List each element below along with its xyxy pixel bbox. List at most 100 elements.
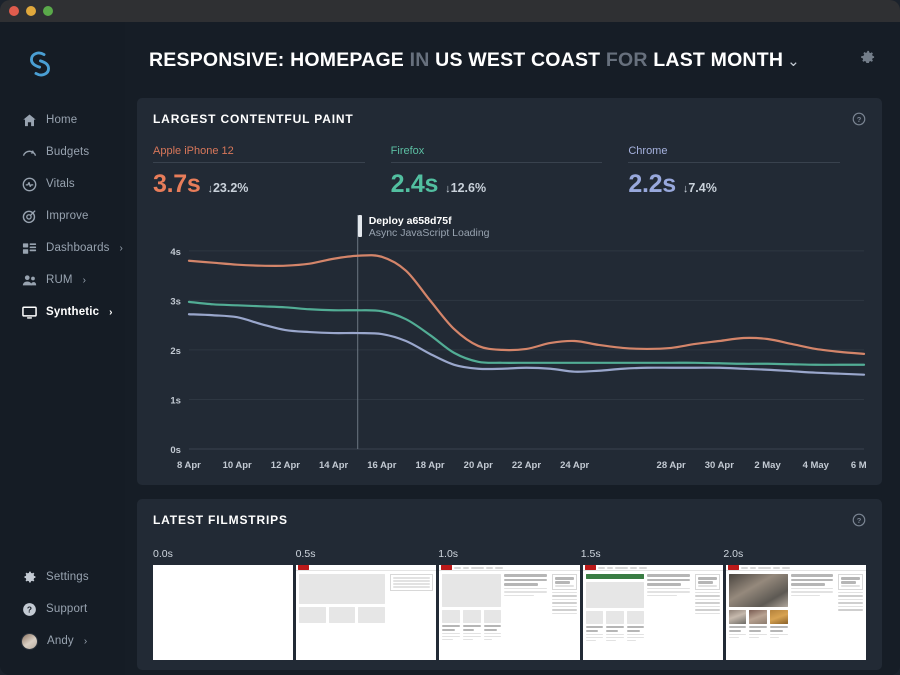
filmstrip-frame[interactable] xyxy=(582,565,723,660)
page-title-period[interactable]: LAST MONTH xyxy=(653,48,784,71)
mock-text-line xyxy=(749,636,760,638)
sidebar-item-dashboards[interactable]: Dashboards › xyxy=(0,232,125,264)
mock-lead-story-column xyxy=(790,574,833,638)
filmstrip-frame[interactable] xyxy=(153,565,294,660)
deploy-annotation[interactable]: Deploy a658d75f Async JavaScript Loading xyxy=(357,215,490,240)
mock-sidebar-column xyxy=(550,574,577,640)
sidebar-item-home[interactable]: Home xyxy=(0,104,125,136)
sidebar-item-synthetic[interactable]: Synthetic › xyxy=(0,296,125,328)
filmstrips-help-button[interactable]: ? xyxy=(852,513,866,532)
mock-headline xyxy=(442,628,455,631)
sidebar-item-rum[interactable]: RUM › xyxy=(0,264,125,296)
mock-text-line xyxy=(626,636,645,638)
mock-headline xyxy=(442,624,460,627)
mock-text-line xyxy=(626,633,645,635)
mock-card-image xyxy=(462,610,481,623)
filmstrips-card-header: LATEST FILMSTRIPS ? xyxy=(153,513,866,532)
mock-main-column xyxy=(585,574,645,641)
mock-card xyxy=(728,610,747,638)
zoom-window-button[interactable] xyxy=(43,6,53,16)
sidebar-item-label: Budgets xyxy=(46,146,90,158)
filmstrip-time-label: 0.0s xyxy=(153,548,173,560)
filmstrip-frame[interactable] xyxy=(725,565,867,660)
sidebar-item-support[interactable]: ? Support xyxy=(0,593,125,625)
mock-text-line xyxy=(694,591,720,593)
mock-text-line xyxy=(694,605,720,607)
sidebar-item-account[interactable]: Andy › xyxy=(0,625,125,657)
sidebar-bottom-nav: Settings ? Support Andy › xyxy=(0,561,125,675)
mock-text-line xyxy=(551,612,577,614)
mock-nav-item xyxy=(454,566,462,569)
minimize-window-button[interactable] xyxy=(26,6,36,16)
mock-text-line xyxy=(694,612,720,614)
lcp-chart[interactable]: 0s 1s 2s 3s 4s 8 Apr 10 Apr 12 Apr 14 Apr 16 Apr 1… xyxy=(153,213,866,475)
mock-text-line xyxy=(392,577,431,579)
chart-series-line xyxy=(187,300,866,366)
mock-nav-item xyxy=(781,566,790,569)
mock-text-line xyxy=(551,598,577,600)
metric-value-row: 3.7s ↓23.2% xyxy=(153,170,365,199)
mock-text-line xyxy=(585,636,604,638)
deploy-annotation-text: Deploy a658d75f Async JavaScript Loading xyxy=(369,215,490,240)
mock-site-body xyxy=(726,571,866,641)
sidebar-item-vitals[interactable]: Vitals xyxy=(0,168,125,200)
svg-text:?: ? xyxy=(857,115,862,124)
mock-nav-item xyxy=(757,566,771,569)
lcp-metrics-row: Apple iPhone 12 3.7s ↓23.2% Firefox 2.4s… xyxy=(153,145,866,199)
metric-delta-value: 7.4% xyxy=(688,181,717,195)
metric-delta: ↓12.6% xyxy=(445,181,486,195)
mock-main-column xyxy=(728,574,788,638)
chart-x-tick-label: 6 May xyxy=(851,460,866,471)
mock-promo-box xyxy=(551,574,577,590)
lcp-help-button[interactable]: ? xyxy=(852,112,866,131)
mock-card xyxy=(462,610,481,640)
chart-y-tick-label: 4s xyxy=(170,247,181,258)
mock-card xyxy=(749,610,767,638)
mock-sidebar-column xyxy=(836,574,864,638)
mock-text-line xyxy=(694,602,720,604)
mock-headline xyxy=(647,583,682,586)
page-title-in: IN xyxy=(409,48,430,71)
mock-text-line xyxy=(585,639,597,641)
mock-text-line xyxy=(749,633,767,635)
sidebar-item-settings[interactable]: Settings xyxy=(0,561,125,593)
filmstrip-frame[interactable] xyxy=(439,565,580,660)
brand-logo-wrap[interactable] xyxy=(0,36,125,104)
chart-x-tick-label: 30 Apr xyxy=(705,460,734,471)
mock-main-column xyxy=(299,574,385,623)
mock-text-line xyxy=(392,586,431,588)
sidebar-item-budgets[interactable]: Budgets xyxy=(0,136,125,168)
chart-y-tick-label: 1s xyxy=(170,395,181,406)
mock-card-row xyxy=(728,610,788,638)
mock-promo-box xyxy=(389,574,434,591)
mock-headline xyxy=(606,629,618,632)
chart-x-tick-label: 22 Apr xyxy=(512,460,541,471)
mock-text-line xyxy=(838,609,864,611)
page-title-location[interactable]: US WEST COAST xyxy=(435,48,601,71)
metric-apple-iphone-12[interactable]: Apple iPhone 12 3.7s ↓23.2% xyxy=(153,145,391,199)
lcp-chart-svg: 0s 1s 2s 3s 4s 8 Apr 10 Apr 12 Apr 14 Apr 16 Apr 1… xyxy=(170,215,866,471)
metric-delta: ↓7.4% xyxy=(683,181,717,195)
mock-nav-item xyxy=(597,566,605,569)
page-title[interactable]: RESPONSIVE: HOMEPAGE IN US WEST COAST FO… xyxy=(149,49,800,72)
help-question-icon: ? xyxy=(22,602,37,617)
filmstrip-frame-render xyxy=(296,565,437,660)
filmstrip-frame[interactable] xyxy=(296,565,437,660)
arrow-down-icon: ↓ xyxy=(682,183,689,195)
settings-button[interactable] xyxy=(853,43,882,77)
mock-card-row xyxy=(442,610,502,640)
metric-chrome[interactable]: Chrome 2.2s ↓7.4% xyxy=(628,145,866,199)
mock-card-placeholder xyxy=(358,607,385,623)
mock-text-line xyxy=(504,591,547,593)
mock-text-line xyxy=(483,638,493,640)
sidebar-item-improve[interactable]: Improve xyxy=(0,200,125,232)
close-window-button[interactable] xyxy=(9,6,19,16)
mock-text-line xyxy=(462,635,481,637)
mock-headline xyxy=(462,624,481,627)
svg-text:?: ? xyxy=(857,516,862,525)
metric-firefox[interactable]: Firefox 2.4s ↓12.6% xyxy=(390,145,629,199)
chevron-down-icon[interactable]: ⌄ xyxy=(787,52,800,70)
mock-headline xyxy=(606,625,624,628)
mock-text-line xyxy=(697,585,717,587)
chart-x-tick-label: 24 Apr xyxy=(560,460,589,471)
